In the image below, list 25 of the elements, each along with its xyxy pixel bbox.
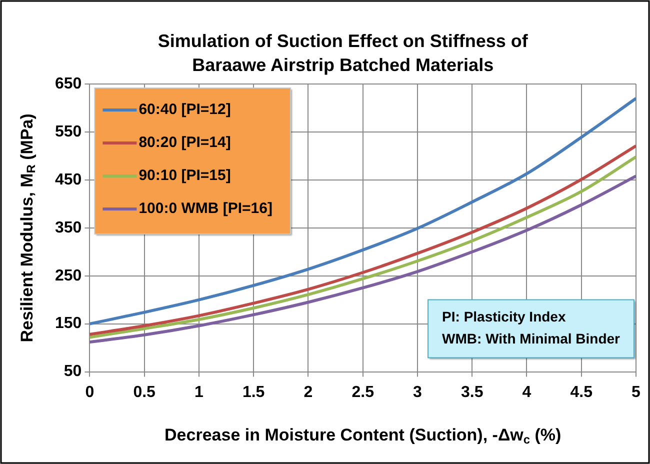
x-tick-label: 2 bbox=[304, 384, 313, 401]
y-tick-label: 650 bbox=[54, 75, 82, 92]
y-axis-title: Resilient Modulus, MR (MPa) bbox=[17, 114, 38, 342]
y-tick-label: 350 bbox=[54, 219, 82, 236]
x-tick-label: 0 bbox=[85, 384, 94, 401]
x-tick-label: 2.5 bbox=[352, 384, 374, 401]
x-tick-label: 3 bbox=[413, 384, 422, 401]
legend-label: 90:10 [PI=15] bbox=[138, 167, 231, 184]
legend-label: 60:40 [PI=12] bbox=[138, 101, 231, 118]
x-tick-label: 3.5 bbox=[460, 384, 484, 401]
x-tick-label: 0.5 bbox=[133, 384, 156, 401]
y-tick-label: 50 bbox=[64, 363, 82, 380]
y-tick-label: 550 bbox=[54, 123, 82, 140]
legend-label: 80:20 [PI=14] bbox=[138, 134, 231, 152]
chart-title: Simulation of Suction Effect on Stiffness of Baraawe Airstrip Batched Materials bbox=[158, 30, 529, 75]
legend-label: 100:0 WMB [PI=16] bbox=[138, 200, 272, 218]
x-tick-label: 4 bbox=[522, 384, 532, 401]
x-tick-label: 4.5 bbox=[570, 384, 593, 401]
y-tick-label: 250 bbox=[54, 267, 82, 284]
y-tick-label: 150 bbox=[54, 315, 82, 332]
x-tick-label: 1 bbox=[194, 384, 204, 401]
x-tick-label: 1.5 bbox=[242, 384, 265, 401]
annotation: PI: Plasticity Index WMB: With Minimal Binder bbox=[442, 308, 621, 347]
x-tick-label: 5 bbox=[632, 384, 641, 401]
y-tick-label: 450 bbox=[54, 171, 82, 188]
